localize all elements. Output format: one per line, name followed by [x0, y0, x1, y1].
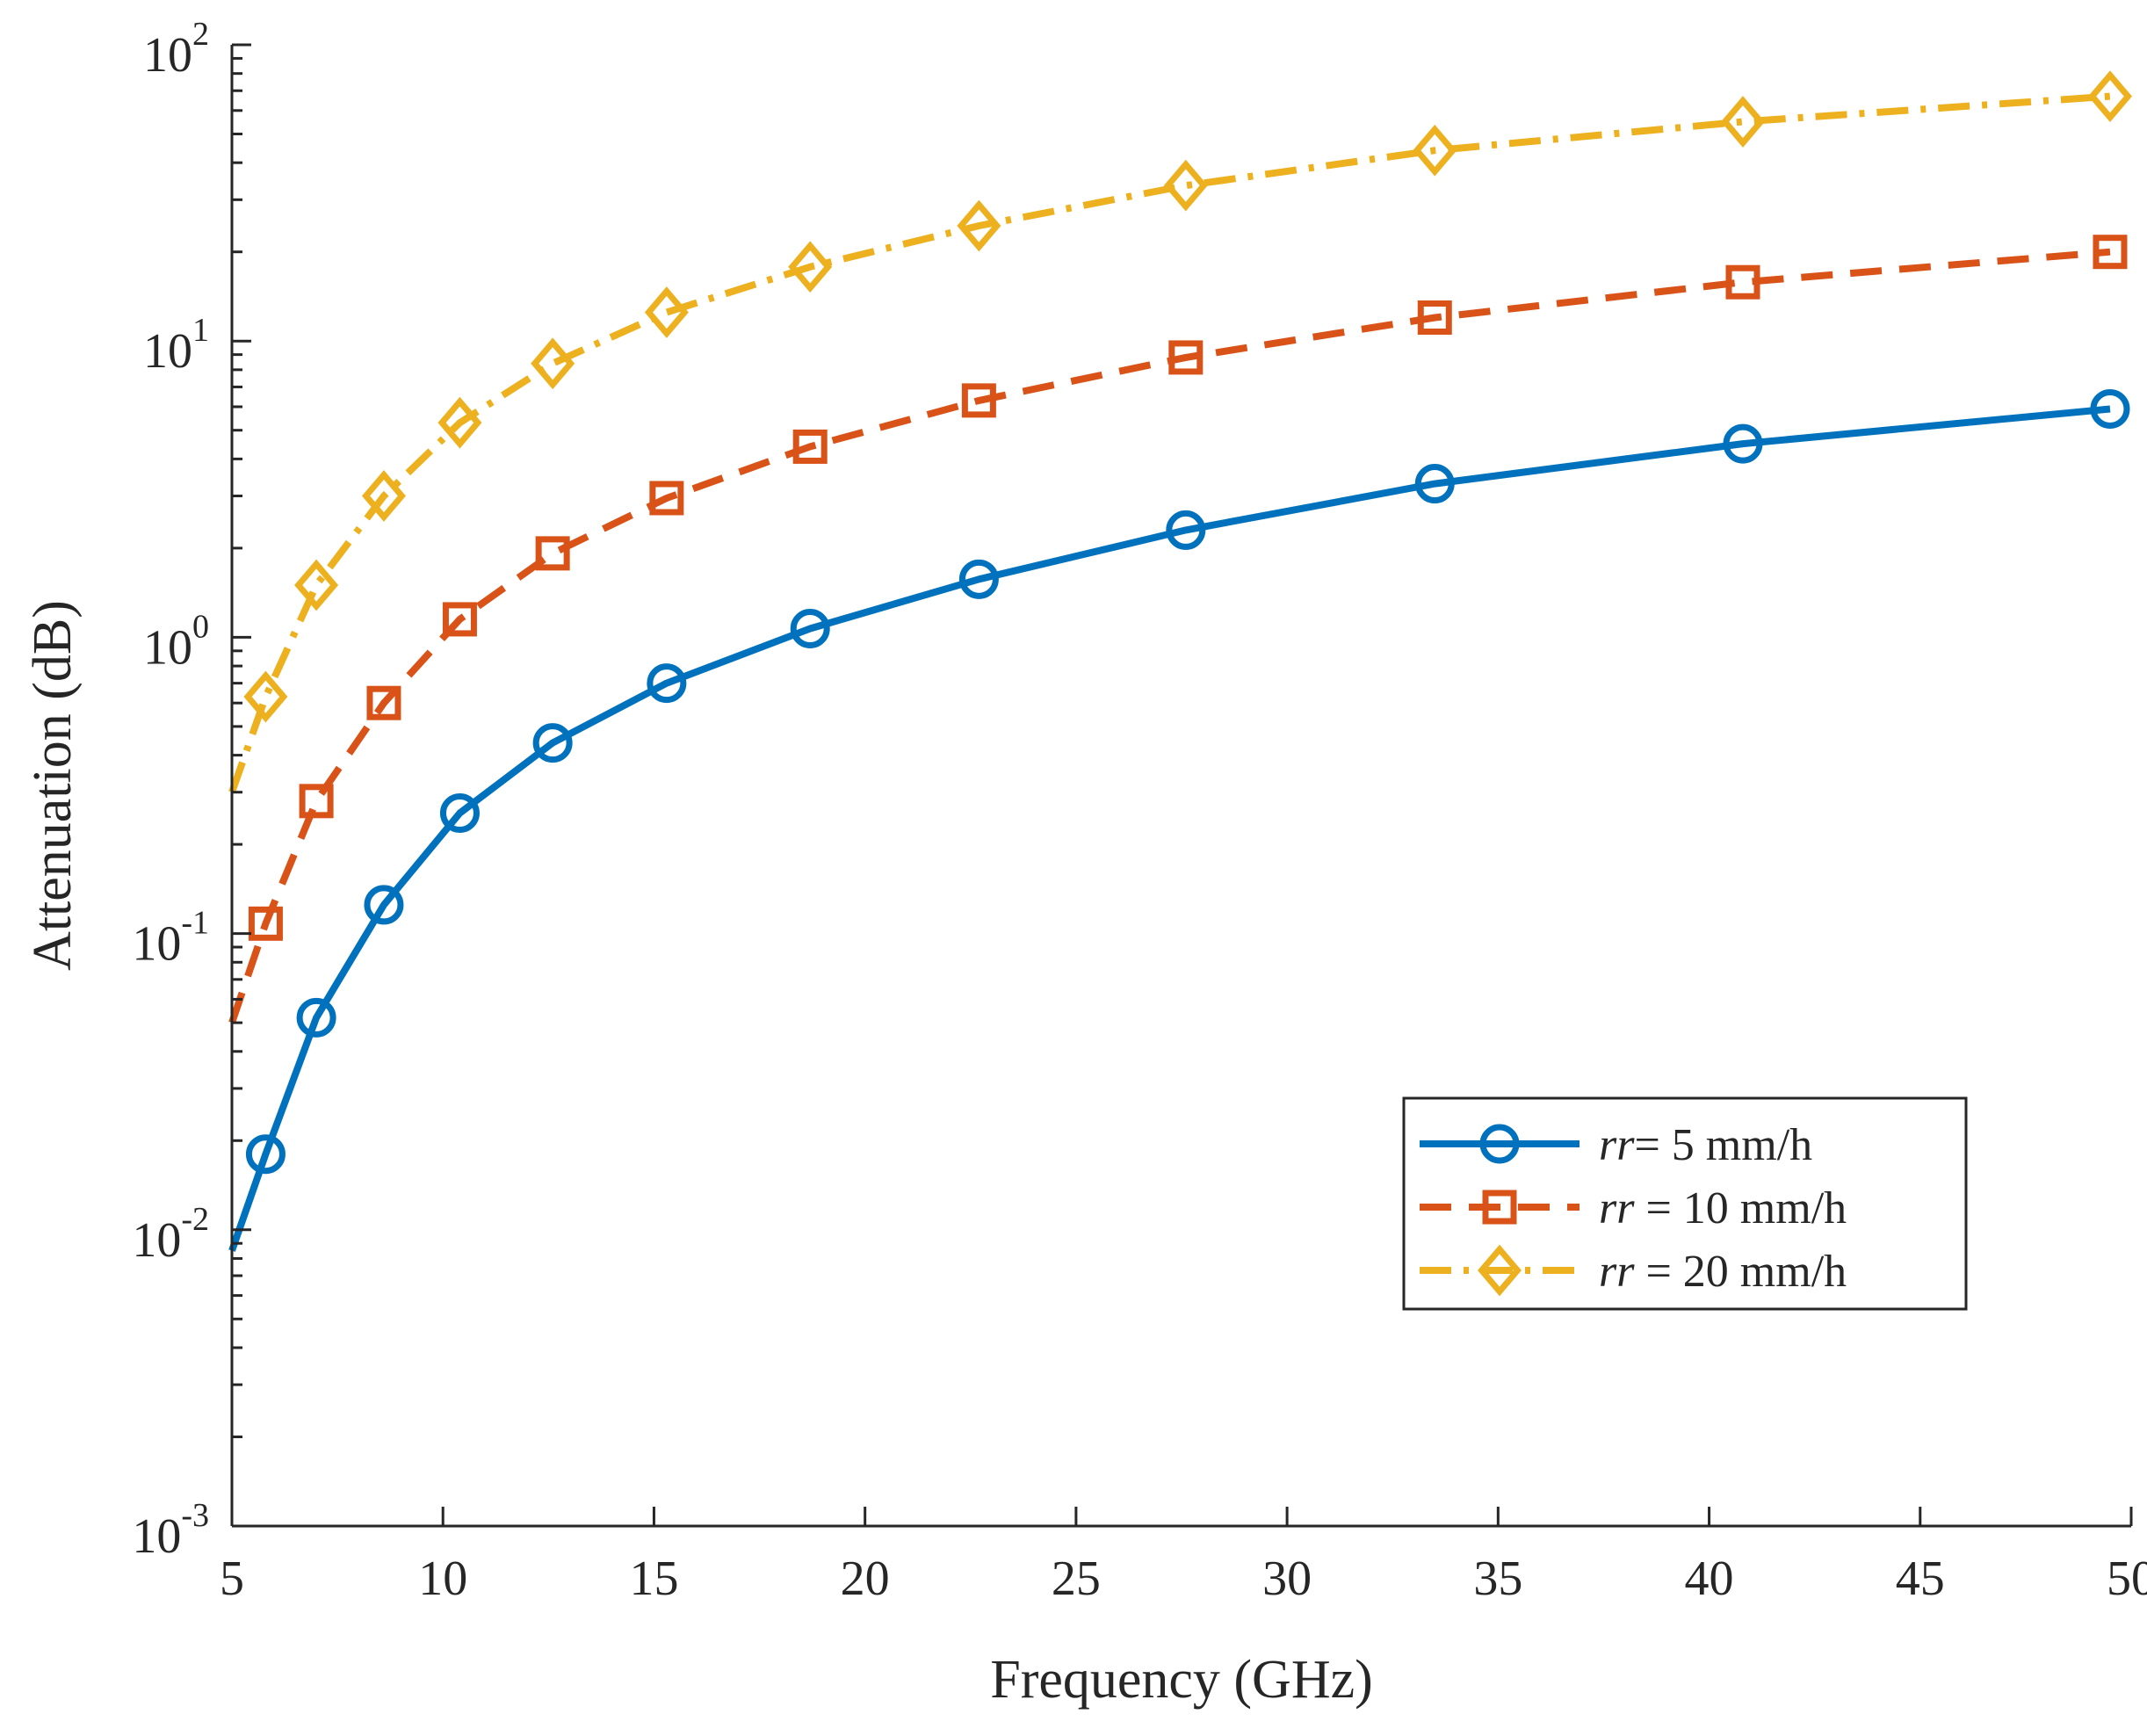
legend-entry-1: rr= 5 mm/h: [1420, 1120, 1812, 1170]
x-tick-label-35: 35: [1473, 1552, 1522, 1606]
x-tick-label-30: 30: [1262, 1552, 1312, 1606]
legend-marker-1: [1479, 1124, 1520, 1164]
series-3: [228, 70, 2132, 794]
series-1-marker-2: [296, 997, 336, 1038]
series-1-marker-11: [1723, 423, 1763, 464]
series-2-marker-2: [299, 784, 334, 819]
series-2-marker-1: [248, 906, 283, 941]
series-2-marker-5: [535, 536, 570, 571]
series-1-marker-12: [2090, 388, 2130, 429]
series-1-marker-6: [647, 663, 687, 704]
y-tick-label: 10-2: [132, 1201, 209, 1268]
legend-marker-2: [1482, 1190, 1517, 1225]
legend-label-2: rr = 10 mm/h: [1599, 1183, 1847, 1233]
series-1-marker-5: [532, 723, 573, 763]
series-1-marker-1: [245, 1134, 286, 1175]
series-2-marker-6: [649, 481, 684, 516]
series-3-marker-5: [531, 337, 575, 390]
x-tick-label-20: 20: [841, 1552, 890, 1606]
series-1-marker-7: [790, 608, 830, 648]
y-tick-label: 102: [143, 16, 209, 83]
axes-layer: 5 10 15 20 25 30 35 40 45 50 10-3 10-2 10-1 100 101 102: [132, 16, 2147, 1606]
series-3-marker-6: [644, 286, 689, 338]
series-1-marker-9: [1166, 510, 1206, 550]
x-tick-label-25: 25: [1052, 1552, 1101, 1606]
legend-label-1: rr= 5 mm/h: [1599, 1120, 1812, 1170]
y-tick-label: 101: [143, 312, 209, 379]
series-3-marker-12: [2087, 70, 2132, 123]
series-2-marker-12: [2093, 235, 2128, 270]
series-2-marker-10: [1417, 300, 1452, 336]
series-3-marker-8: [957, 199, 1001, 252]
y-tick-label: 10-3: [132, 1497, 209, 1564]
series-2: [228, 235, 2128, 1024]
series-1-marker-8: [958, 559, 999, 599]
series-2-marker-11: [1725, 264, 1760, 300]
series-1-line: [228, 405, 2111, 1252]
x-tick-label-5: 5: [220, 1552, 244, 1606]
series-3-marker-3: [361, 470, 406, 522]
legend-entry-2: rr = 10 mm/h: [1420, 1183, 1847, 1233]
series-3-marker-2: [294, 559, 339, 611]
series-1-marker-4: [439, 793, 480, 834]
series-3-marker-10: [1413, 124, 1457, 177]
series-2-marker-3: [366, 685, 401, 720]
x-tick-label-40: 40: [1685, 1552, 1734, 1606]
series-3-marker-9: [1163, 159, 1208, 212]
series-layer: [228, 70, 2132, 1252]
y-axis-label: Attenuation (dB): [23, 600, 83, 971]
x-tick-label-45: 45: [1896, 1552, 1945, 1606]
legend-label-3: rr = 20 mm/h: [1599, 1247, 1847, 1297]
legend: rr= 5 mm/h rr = 10 mm/h rr = 20 mm/h: [1402, 1096, 1968, 1311]
x-tick-label-10: 10: [418, 1552, 467, 1606]
series-3-marker-7: [788, 241, 833, 293]
series-2-marker-4: [442, 602, 477, 637]
series-2-line: [228, 248, 2111, 1024]
series-3-marker-11: [1720, 96, 1765, 148]
y-tick-label: 10-1: [132, 905, 209, 972]
series-1: [228, 388, 2130, 1252]
series-2-marker-9: [1168, 340, 1204, 375]
legend-entry-3: rr = 20 mm/h: [1420, 1244, 1847, 1297]
series-2-marker-7: [792, 429, 828, 464]
series-1-marker-3: [364, 885, 404, 925]
series-3-marker-1: [243, 670, 288, 723]
x-tick-label-50: 50: [2107, 1552, 2147, 1606]
series-1-marker-10: [1414, 464, 1455, 504]
legend-marker-3: [1478, 1244, 1522, 1297]
y-tick-label: 100: [143, 608, 209, 675]
series-3-marker-4: [437, 396, 482, 449]
series-2-marker-8: [961, 383, 996, 418]
x-tick-label-15: 15: [629, 1552, 678, 1606]
x-axis-label: Frequency (GHz): [990, 1650, 1373, 1710]
series-3-line: [228, 92, 2111, 794]
